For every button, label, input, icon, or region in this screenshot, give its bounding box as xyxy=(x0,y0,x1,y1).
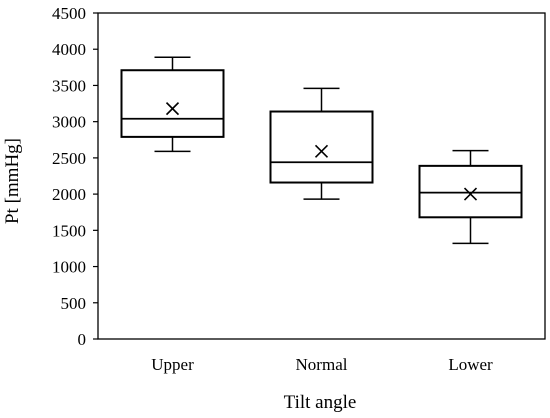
y-tick-label: 2500 xyxy=(52,149,86,168)
y-axis-title: Pt [mmHg] xyxy=(2,138,23,224)
plot-area-border xyxy=(97,12,546,340)
x-axis-title: Tilt angle xyxy=(284,392,357,413)
y-tick-label: 2000 xyxy=(52,185,86,204)
mean-marker-stroke xyxy=(314,144,329,158)
y-tick-label: 3000 xyxy=(52,113,86,132)
box-lower xyxy=(418,149,523,245)
mean-marker-stroke xyxy=(463,187,478,201)
iqr-box xyxy=(418,164,523,219)
box-normal xyxy=(269,87,374,200)
y-tick-label: 4500 xyxy=(52,4,86,23)
y-tick-label: 3500 xyxy=(52,76,86,95)
mean-marker xyxy=(165,102,180,116)
x-tick-label: Normal xyxy=(296,355,348,374)
iqr-box xyxy=(120,69,225,138)
iqr-box xyxy=(269,110,374,184)
y-tick-label: 4000 xyxy=(52,40,86,59)
box-upper xyxy=(120,56,225,153)
x-tick-label: Upper xyxy=(151,355,194,374)
y-tick-label: 1000 xyxy=(52,258,86,277)
mean-marker xyxy=(463,187,478,201)
y-tick-label: 0 xyxy=(78,330,87,349)
y-tick-label: 1500 xyxy=(52,221,86,240)
mean-marker-stroke xyxy=(165,102,180,116)
mean-marker xyxy=(314,144,329,158)
x-tick-label: Lower xyxy=(448,355,493,374)
y-tick-label: 500 xyxy=(61,294,87,313)
